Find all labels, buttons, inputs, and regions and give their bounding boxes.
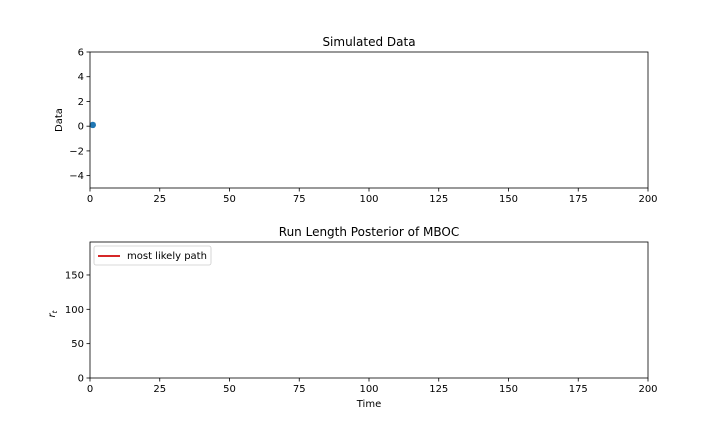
top-panel: Simulated Data Data 0 25 50 75 100 125 150 175 2… bbox=[54, 35, 658, 205]
bottom-x-tick-label: 75 bbox=[293, 384, 306, 395]
bottom-y-tick-label: 0 bbox=[78, 374, 84, 385]
data-point bbox=[89, 121, 96, 129]
bottom-x-tick-label: 100 bbox=[359, 384, 378, 395]
top-x-tick-label: 0 bbox=[87, 194, 93, 205]
top-x-tick-label: 75 bbox=[293, 194, 306, 205]
bottom-x-tick-label: 50 bbox=[223, 384, 236, 395]
top-y-tick-label: 2 bbox=[78, 97, 84, 108]
bottom-y-ticks: 0 50 100 150 bbox=[65, 270, 90, 385]
bottom-x-tick-label: 25 bbox=[153, 384, 166, 395]
top-x-tick-label: 150 bbox=[499, 194, 518, 205]
bottom-y-axis-label-subscript: t bbox=[51, 310, 59, 313]
bottom-x-tick-label: 0 bbox=[87, 384, 93, 395]
top-plot-frame bbox=[89, 51, 649, 189]
bottom-panel: Run Length Posterior of MBOC Time rt 0 25… bbox=[47, 225, 658, 410]
top-y-ticks: −4 −2 0 2 4 6 bbox=[69, 48, 90, 182]
bottom-x-axis-label: Time bbox=[356, 399, 381, 410]
legend-box bbox=[93, 245, 212, 266]
bottom-y-axis-label: rt bbox=[47, 310, 59, 317]
top-x-tick-label: 200 bbox=[638, 194, 657, 205]
bottom-y-tick-label: 100 bbox=[65, 305, 84, 316]
bottom-x-tick-label: 150 bbox=[499, 384, 518, 395]
top-x-tick-label: 100 bbox=[359, 194, 378, 205]
top-x-tick-label: 25 bbox=[153, 194, 166, 205]
top-x-ticks: 0 25 50 75 100 125 150 175 200 bbox=[87, 188, 658, 205]
top-data-points bbox=[89, 121, 96, 129]
bottom-plot-frame bbox=[89, 241, 649, 379]
bottom-x-tick-label: 125 bbox=[429, 384, 448, 395]
top-y-tick-label: 6 bbox=[78, 48, 84, 59]
bottom-x-ticks: 0 25 50 75 100 125 150 175 200 bbox=[87, 378, 658, 395]
top-x-tick-label: 50 bbox=[223, 194, 236, 205]
legend: most likely path bbox=[93, 245, 212, 266]
bottom-chart-title: Run Length Posterior of MBOC bbox=[279, 225, 459, 239]
top-chart-title: Simulated Data bbox=[322, 35, 415, 49]
bottom-y-tick-label: 50 bbox=[71, 339, 84, 350]
top-y-tick-label: −4 bbox=[69, 171, 84, 182]
bottom-x-tick-label: 200 bbox=[638, 384, 657, 395]
bottom-x-tick-label: 175 bbox=[569, 384, 588, 395]
top-y-tick-label: −2 bbox=[69, 146, 84, 157]
bottom-y-tick-label: 150 bbox=[65, 270, 84, 281]
top-x-tick-label: 175 bbox=[569, 194, 588, 205]
top-y-tick-label: 4 bbox=[78, 72, 84, 83]
bottom-y-axis-label-main: r bbox=[47, 312, 58, 317]
top-y-tick-label: 0 bbox=[78, 122, 84, 133]
top-y-axis-label: Data bbox=[54, 108, 65, 132]
top-x-tick-label: 125 bbox=[429, 194, 448, 205]
legend-label-most-likely-path: most likely path bbox=[127, 251, 207, 262]
